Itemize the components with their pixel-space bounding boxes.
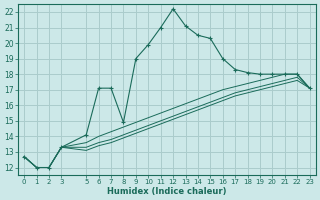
X-axis label: Humidex (Indice chaleur): Humidex (Indice chaleur) xyxy=(107,187,227,196)
